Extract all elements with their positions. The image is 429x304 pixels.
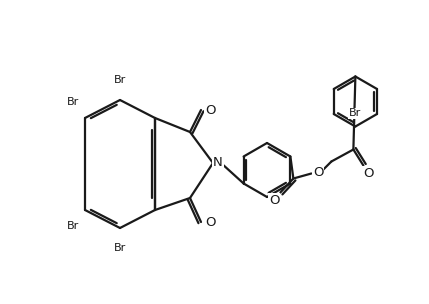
Text: O: O bbox=[205, 103, 215, 116]
Text: Br: Br bbox=[349, 109, 362, 119]
Text: Br: Br bbox=[67, 221, 79, 231]
Text: O: O bbox=[363, 167, 374, 180]
Text: O: O bbox=[313, 166, 323, 179]
Text: O: O bbox=[269, 194, 280, 207]
Text: O: O bbox=[205, 216, 215, 229]
Text: N: N bbox=[213, 157, 223, 170]
Text: Br: Br bbox=[114, 75, 126, 85]
Text: Br: Br bbox=[114, 243, 126, 253]
Text: Br: Br bbox=[67, 97, 79, 107]
